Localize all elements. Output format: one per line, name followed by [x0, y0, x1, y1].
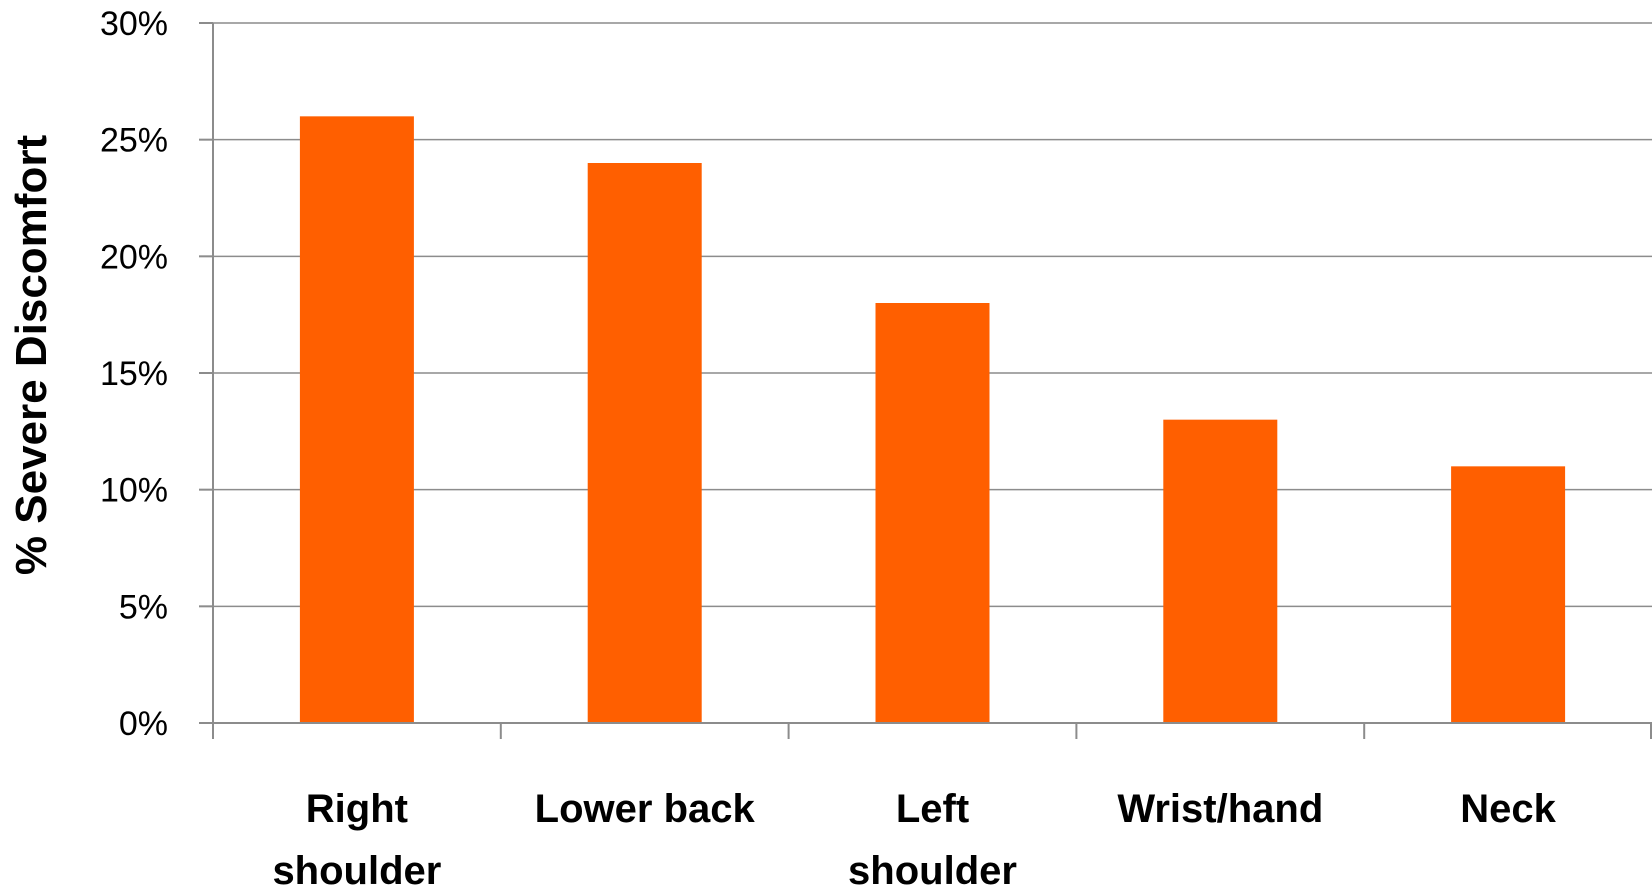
y-tick-label: 10%: [100, 472, 168, 510]
axes: [199, 22, 1652, 739]
y-tick-label: 15%: [100, 355, 168, 393]
category-label: Lower back: [535, 787, 756, 831]
bar: [1451, 466, 1566, 723]
bar: [299, 116, 414, 724]
y-tick-label: 30%: [100, 5, 168, 43]
category-labels: Right shoulder Lower back Left shoulder Wrist…: [272, 787, 1556, 893]
category-label: Neck: [1460, 787, 1556, 831]
y-tick-label: 25%: [100, 122, 168, 160]
y-tick-label: 20%: [100, 238, 168, 276]
y-tick-label: 5%: [119, 588, 168, 626]
category-label: Right shoulder: [272, 787, 441, 893]
category-label: Wrist/hand: [1117, 787, 1323, 831]
y-axis-label: % Severe Discomfort: [7, 135, 56, 576]
bars: [299, 116, 1566, 724]
bar: [875, 303, 990, 723]
bar: [1163, 419, 1278, 723]
category-label: Left shoulder: [848, 787, 1017, 893]
bar: [587, 163, 702, 723]
y-tick-labels: 0% 5% 10% 15% 20% 25% 30%: [100, 5, 168, 743]
y-tick-label: 0%: [119, 705, 168, 743]
